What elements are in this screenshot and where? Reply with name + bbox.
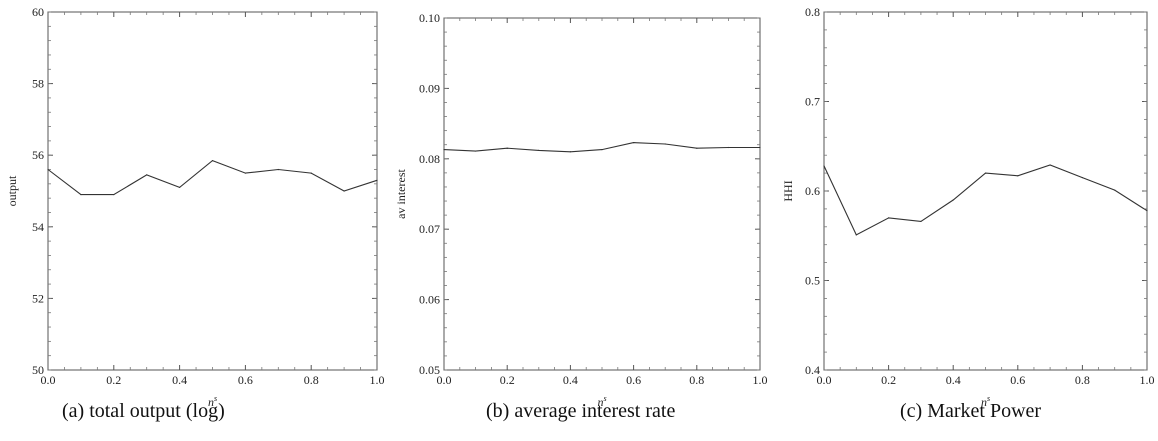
- hhi-x-tick-label: 0.4: [946, 373, 961, 387]
- interest-data-point: [538, 149, 540, 151]
- output-plot-frame: [47, 11, 378, 371]
- hhi-data-point: [1049, 164, 1051, 166]
- interest-data-point: [759, 146, 761, 149]
- interest-x-tick-label: 1.0: [753, 373, 768, 387]
- output-data-point: [113, 193, 115, 196]
- output-y-tick-label: 50: [32, 363, 44, 377]
- interest-y-axis-label: av interest: [394, 169, 408, 219]
- caption-hhi: (c) Market Power: [900, 400, 1042, 422]
- output-y-tick-label: 54: [32, 220, 44, 234]
- interest-y-tick-label: 0.06: [419, 293, 440, 307]
- interest-y-tick-label: 0.05: [419, 363, 440, 377]
- caption-interest: (b) average interest rate: [486, 400, 676, 422]
- hhi-data-point: [1081, 176, 1083, 179]
- hhi-y-tick-label: 0.7: [805, 95, 820, 109]
- output-chart-svg: 0.0 0.2 0.4 0.6 0.8 1.0 50 52 54 56 58 60 output ns: [5, 5, 385, 409]
- interest-data-point: [696, 147, 698, 149]
- hhi-y-tick-label: 0.6: [805, 184, 820, 198]
- interest-y-tick-label: 0.08: [419, 152, 440, 166]
- output-x-tick-label: 0.4: [172, 373, 187, 387]
- output-series-line: [47, 159, 378, 196]
- output-x-tick-label: 0.2: [106, 373, 121, 387]
- chart-panel-hhi: 0.0 0.2 0.4 0.6 0.8 1.0 0.4 0.5 0.6 0.7 0.8 HHI ns: [770, 0, 1158, 409]
- interest-x-tick-label: 0.8: [689, 373, 704, 387]
- chart-panel-output: 0.0 0.2 0.4 0.6 0.8 1.0 50 52 54 56 58 60 output ns: [0, 0, 385, 409]
- interest-x-tick-label: 0.4: [563, 373, 578, 387]
- output-y-axis-label: output: [5, 175, 19, 206]
- hhi-y-tick-label: 0.4: [805, 363, 820, 377]
- output-data-point: [277, 168, 279, 171]
- output-y-tick-label: 58: [32, 77, 44, 91]
- hhi-chart-svg: 0.0 0.2 0.4 0.6 0.8 1.0 0.4 0.5 0.6 0.7 0.8 HHI ns: [781, 5, 1155, 409]
- hhi-x-tick-label: 0.8: [1075, 373, 1090, 387]
- hhi-data-point: [823, 165, 825, 167]
- hhi-data-point: [888, 217, 890, 219]
- hhi-x-tick-label: 0.6: [1010, 373, 1025, 387]
- hhi-y-tick-label: 0.8: [805, 5, 820, 19]
- output-data-point: [211, 159, 214, 162]
- output-data-point: [80, 193, 82, 196]
- interest-data-point: [443, 149, 445, 151]
- output-x-tick-label: 0.0: [41, 373, 56, 387]
- output-x-axis-label: ns: [208, 394, 217, 409]
- interest-series-line: [443, 142, 760, 153]
- interest-x-tick-label: 0.0: [437, 373, 452, 387]
- interest-data-point: [569, 151, 571, 153]
- hhi-y-axis-label: HHI: [781, 180, 795, 201]
- hhi-data-point: [1114, 189, 1116, 191]
- output-y-tick-label: 52: [32, 291, 44, 305]
- interest-data-point: [601, 149, 603, 151]
- output-data-point: [244, 172, 246, 174]
- interest-data-point: [664, 143, 666, 145]
- interest-y-tick-label: 0.07: [419, 222, 440, 236]
- hhi-series-line: [823, 164, 1148, 236]
- hhi-y-tick-label: 0.5: [805, 274, 820, 288]
- interest-x-tick-label: 0.2: [500, 373, 515, 387]
- caption-output: (a) total output (log): [62, 400, 225, 422]
- output-data-point: [376, 179, 378, 181]
- output-x-tick-label: 0.8: [304, 373, 319, 387]
- hhi-data-point: [920, 220, 922, 223]
- interest-data-point: [506, 147, 508, 149]
- output-data-point: [310, 172, 312, 174]
- interest-x-tick-label: 0.6: [626, 373, 641, 387]
- interest-y-tick-label: 0.09: [419, 81, 440, 95]
- interest-plot-frame: [443, 17, 761, 371]
- hhi-x-tick-label: 1.0: [1140, 373, 1155, 387]
- hhi-x-tick-label: 0.2: [881, 373, 896, 387]
- hhi-x-tick-label: 0.0: [817, 373, 832, 387]
- interest-data-point: [633, 142, 635, 144]
- output-x-tick-label: 1.0: [370, 373, 385, 387]
- hhi-data-point: [1146, 210, 1148, 212]
- interest-chart-svg: 0.0 0.2 0.4 0.6 0.8 1.0 0.05 0.06 0.07 0.08 0.09 0.…: [394, 11, 768, 409]
- output-x-tick-label: 0.6: [238, 373, 253, 387]
- interest-data-point: [475, 150, 477, 152]
- hhi-plot-frame: [823, 11, 1148, 371]
- output-data-point: [179, 186, 181, 189]
- interest-data-point: [727, 146, 729, 149]
- output-data-point: [343, 190, 345, 192]
- hhi-x-axis-label: ns: [981, 394, 990, 409]
- interest-x-axis-label: ns: [597, 394, 606, 409]
- output-data-point: [146, 174, 148, 176]
- chart-panel-interest: 0.0 0.2 0.4 0.6 0.8 1.0 0.05 0.06 0.07 0.08 0.09 0.…: [385, 0, 775, 409]
- hhi-data-point: [952, 199, 954, 201]
- output-y-tick-label: 56: [32, 148, 44, 162]
- interest-y-tick-label: 0.10: [419, 11, 440, 25]
- hhi-data-point: [984, 172, 987, 174]
- output-y-tick-label: 60: [32, 5, 44, 19]
- hhi-data-point: [855, 234, 857, 236]
- output-data-point: [47, 168, 49, 171]
- hhi-data-point: [1017, 175, 1019, 177]
